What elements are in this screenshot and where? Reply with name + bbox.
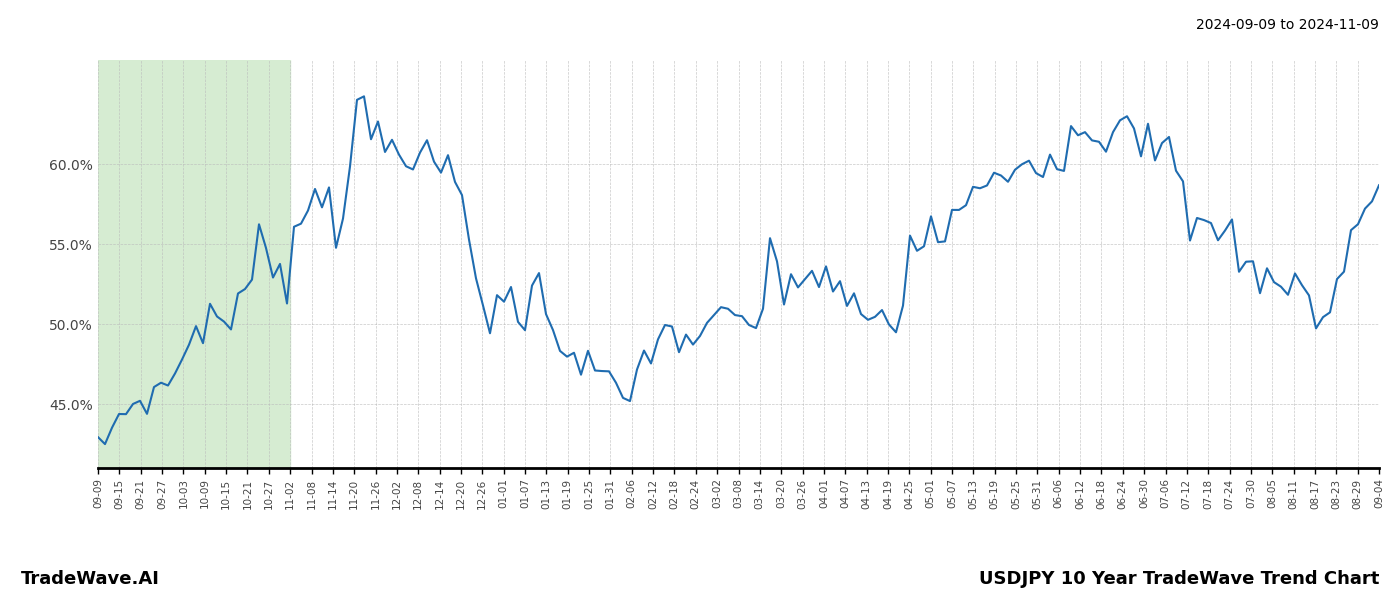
Text: 2024-09-09 to 2024-11-09: 2024-09-09 to 2024-11-09 <box>1196 18 1379 32</box>
Bar <box>98 60 290 468</box>
Text: USDJPY 10 Year TradeWave Trend Chart: USDJPY 10 Year TradeWave Trend Chart <box>979 570 1379 588</box>
Text: TradeWave.AI: TradeWave.AI <box>21 570 160 588</box>
